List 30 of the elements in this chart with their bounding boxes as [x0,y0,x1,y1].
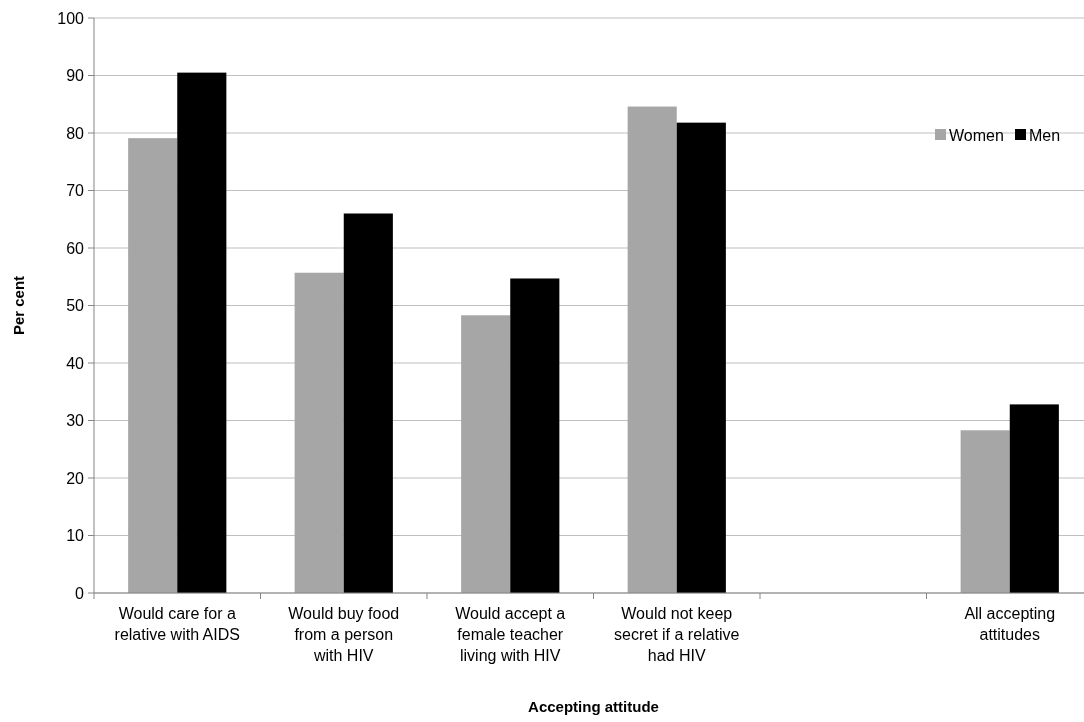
bar [960,430,1010,593]
bar [343,213,393,593]
y-tick-label: 50 [66,297,85,315]
x-tick-label: Would not keep secret if a relative had HIV [614,605,740,664]
bar [128,138,178,593]
y-tick-label: 30 [66,412,85,430]
y-tick-label: 80 [66,124,85,142]
y-tick-label: 20 [66,469,85,487]
y-tick-label: 40 [66,354,85,372]
legend-label: Women [949,126,1004,144]
y-tick-label: 90 [66,67,85,85]
legend-label: Men [1029,126,1061,144]
y-tick-label: 10 [66,527,85,545]
bar [676,122,726,593]
x-tick-label: Would care for a relative with AIDS [114,605,240,643]
y-axis-title: Per cent [10,275,27,336]
y-tick-label: 0 [75,584,85,602]
x-tick-label: All accepting attitudes [964,605,1056,643]
bar [461,315,511,593]
bar [177,72,227,593]
x-tick-label: Would buy food from a person with HIV [288,605,400,664]
bar [627,106,677,593]
bar [1009,404,1059,593]
bar [294,272,344,593]
x-axis-title: Accepting attitude [528,698,659,715]
y-tick-label: 60 [66,239,85,257]
y-tick-label: 100 [57,9,85,27]
x-tick-label: Would accept a female teacher living with HIV [455,605,566,664]
bar [510,278,560,593]
y-tick-label: 70 [66,182,85,200]
